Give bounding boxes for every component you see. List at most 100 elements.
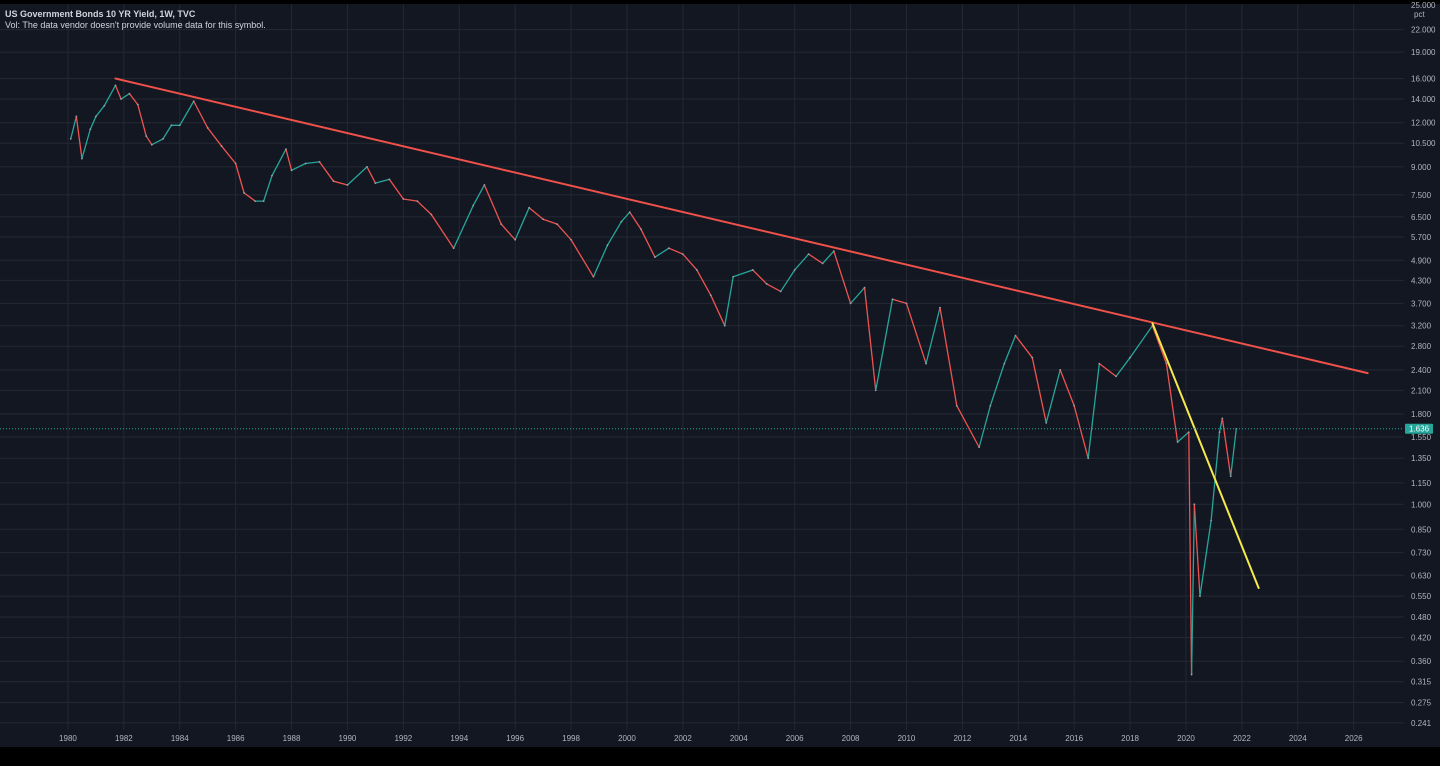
series-segment [103, 84, 117, 107]
volume-note: Vol: The data vendor doesn't provide vol… [5, 20, 266, 30]
series-point [472, 204, 475, 207]
series-segment [528, 207, 544, 220]
y-tick-label: 0.241 [1411, 719, 1432, 728]
series-point [95, 115, 97, 118]
series-point [206, 127, 209, 129]
series-point [849, 302, 852, 305]
series-segment [1230, 428, 1237, 477]
y-tick-label: 2.800 [1411, 342, 1432, 351]
y-tick-label: 2.100 [1411, 386, 1432, 395]
series-point [1087, 457, 1090, 460]
series-segment [668, 247, 684, 255]
series-point [430, 213, 433, 216]
series-point [150, 143, 153, 146]
series-segment [724, 276, 734, 327]
series-point [556, 223, 558, 226]
series-segment [120, 93, 131, 100]
series-segment [416, 200, 432, 216]
series-segment [1129, 325, 1154, 359]
short-term-resistance-trendline[interactable] [1151, 322, 1260, 589]
series-point [346, 184, 349, 186]
y-tick-label: 0.850 [1411, 525, 1432, 534]
x-tick-label: 1992 [394, 734, 412, 743]
x-tick-label: 1996 [506, 734, 524, 743]
x-tick-label: 2018 [1121, 734, 1139, 743]
series-point [192, 100, 195, 103]
x-tick-label: 2006 [786, 734, 804, 743]
series-segment [366, 166, 377, 184]
trendline-layer[interactable] [114, 77, 1369, 589]
series-point [863, 286, 866, 289]
series-segment [453, 204, 474, 249]
series-point [81, 157, 83, 160]
series-segment [235, 162, 245, 194]
series-segment [640, 228, 656, 258]
series-point [751, 269, 754, 271]
series-point [304, 162, 307, 165]
series-point [271, 174, 273, 177]
series-point [667, 247, 670, 250]
x-tick-label: 2024 [1289, 734, 1307, 743]
x-tick-label: 2014 [1009, 734, 1027, 743]
series-segment [606, 221, 623, 246]
series-point [1199, 595, 1201, 598]
series-point [145, 135, 148, 137]
series-segment [514, 207, 530, 241]
series-point [162, 137, 164, 140]
series-segment [89, 115, 97, 130]
series-point [262, 200, 265, 203]
series-point [905, 302, 908, 305]
symbol-title: US Government Bonds 10 YR Yield, 1W, TVC [5, 9, 196, 19]
series-segment [285, 148, 293, 171]
series-point [732, 275, 735, 278]
series-point [1045, 421, 1048, 424]
series-point [989, 404, 992, 407]
price-axis-top-label: 25.000 [1411, 1, 1436, 10]
series-point [234, 162, 237, 165]
series-segment [162, 124, 173, 140]
series-segment [81, 128, 91, 160]
series-segment [752, 269, 768, 285]
series-point [120, 98, 122, 100]
series-segment [1115, 356, 1131, 378]
series-point [178, 124, 181, 127]
x-tick-label: 2010 [898, 734, 916, 743]
series-segment [939, 306, 958, 407]
x-tick-label: 2000 [618, 734, 636, 743]
series-point [243, 191, 245, 194]
series-segment [114, 84, 122, 100]
x-tick-label: 1982 [115, 734, 133, 743]
x-tick-label: 1980 [59, 734, 77, 743]
y-tick-label: 16.000 [1411, 75, 1436, 84]
chart-background [0, 4, 1440, 747]
series-point [500, 223, 503, 226]
series-point [925, 362, 927, 365]
series-segment [696, 269, 712, 296]
series-point [1014, 334, 1017, 337]
y-tick-label: 0.550 [1411, 592, 1432, 601]
series-point [136, 103, 139, 106]
series-point [114, 84, 117, 87]
series-segment [570, 239, 595, 278]
series-segment [290, 162, 307, 171]
y-tick-label: 9.000 [1411, 163, 1432, 172]
series-point [1165, 362, 1168, 365]
series-point [765, 283, 768, 285]
series-segment [849, 286, 866, 305]
series-point [654, 256, 656, 259]
long-term-resistance-trendline[interactable] [114, 77, 1369, 375]
x-tick-label: 2016 [1065, 734, 1083, 743]
series-point [332, 180, 335, 183]
x-tick-label: 1990 [339, 734, 357, 743]
series-segment [807, 253, 824, 265]
series-point [75, 115, 78, 118]
x-tick-label: 2012 [953, 734, 971, 743]
series-segment [710, 294, 726, 327]
series-point [978, 446, 981, 449]
series-point [128, 92, 131, 95]
series-point [1210, 519, 1213, 522]
series-segment [128, 93, 139, 106]
series-point [620, 220, 623, 223]
